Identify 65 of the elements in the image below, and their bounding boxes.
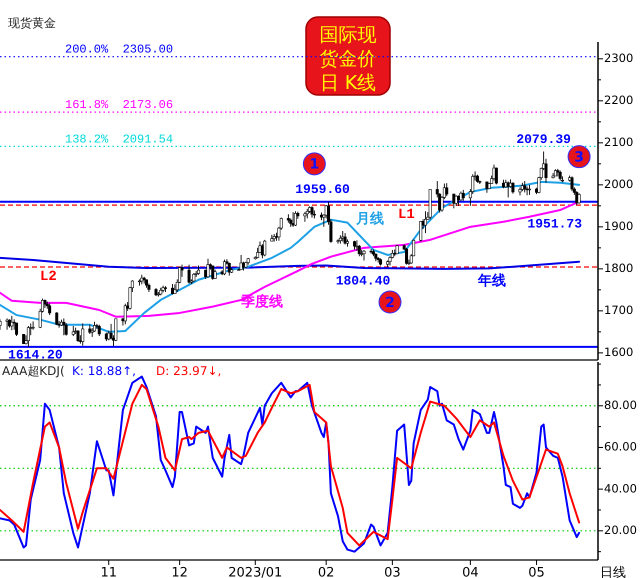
y-tick-label: 60.00 — [604, 440, 637, 454]
y-tick-label: 1800 — [604, 260, 634, 275]
text: 日线 — [600, 566, 626, 578]
ref-line-label: 161.8% 2173.06 — [65, 98, 174, 112]
y-tick-label: 40.00 — [604, 481, 637, 496]
x-tick-label: 04 — [462, 566, 479, 578]
y-tick-label: 20.00 — [604, 522, 637, 537]
y-tick-label: 2100 — [604, 134, 634, 149]
y-tick-label: 1900 — [604, 218, 634, 233]
candlestick — [523, 180, 526, 193]
chart-title: 现货黄金 — [8, 16, 56, 30]
x-tick-label: 11 — [100, 566, 117, 578]
x-tick-label: 12 — [171, 566, 188, 578]
candlestick — [214, 269, 217, 280]
ref-line-label: 200.0% 2305.00 — [65, 42, 174, 57]
annotation: 2 — [385, 294, 395, 311]
series-label: 月线 — [355, 210, 384, 227]
candlestick — [26, 326, 30, 348]
candlestick — [570, 176, 574, 192]
series-label: 年线 — [477, 272, 506, 289]
candlestick — [114, 318, 118, 342]
candlestick — [462, 189, 465, 202]
annotation: 1614.20 — [8, 347, 63, 362]
candlestick — [312, 210, 316, 219]
candlestick — [292, 212, 295, 228]
series-label: D: 23.97↓, — [156, 364, 222, 378]
y-tick-label: 2300 — [604, 50, 634, 65]
annotation: 1951.73 — [527, 216, 582, 232]
annotation: 1 — [309, 156, 320, 173]
candlestick — [124, 303, 127, 325]
x-tick-label: 05 — [528, 566, 545, 578]
candlestick — [197, 265, 200, 276]
y-tick-label: 80.00 — [604, 398, 637, 412]
candlestick — [341, 230, 344, 242]
chart-title: AAA超KDJ( — [2, 364, 65, 378]
candlestick — [263, 239, 266, 257]
annotation: 1959.60 — [295, 182, 350, 198]
y-tick-label: 2000 — [604, 176, 634, 191]
candlestick — [511, 182, 514, 194]
candlestick — [445, 182, 448, 197]
candlestick — [506, 181, 510, 198]
chart-subtitle: 国际现货金价日 K线 — [320, 24, 376, 94]
candlestick — [12, 318, 16, 330]
annotation: 1804.40 — [336, 273, 391, 288]
candlestick — [303, 212, 306, 222]
x-tick-label: 2023/01 — [228, 566, 282, 578]
ref-line-label: L2 — [40, 268, 57, 285]
line-series — [0, 256, 580, 270]
annotation: 2079.39 — [516, 132, 572, 147]
candlestick — [48, 302, 52, 316]
x-tick-label: 02 — [318, 566, 334, 578]
y-tick-label: 1700 — [604, 302, 634, 318]
ref-line-label: L1 — [398, 207, 415, 224]
annotation: 3 — [574, 150, 584, 166]
series-label: K: 18.88↑, — [72, 364, 136, 378]
ref-line-label: 138.2% 2091.54 — [65, 132, 174, 146]
candlestick — [64, 322, 68, 336]
candlestick — [419, 220, 422, 242]
y-tick-label: 1600 — [604, 345, 634, 360]
x-tick-label: 03 — [384, 566, 401, 578]
candlestick — [578, 192, 581, 204]
y-tick-label: 2200 — [604, 92, 634, 107]
candlestick — [494, 167, 498, 185]
candlestick — [256, 247, 260, 259]
candlestick — [55, 312, 58, 326]
